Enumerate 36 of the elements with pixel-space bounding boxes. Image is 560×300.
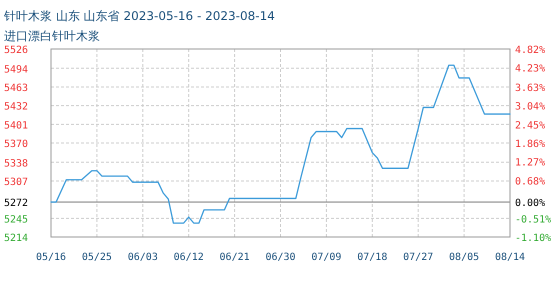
y-tick-label: 5370 <box>4 139 28 150</box>
y2-tick-label: 3.04% <box>515 102 546 113</box>
y2-tick-label: 0.00% <box>515 198 546 210</box>
y2-tick-label: -1.10% <box>515 233 552 244</box>
y-tick-label: 5307 <box>4 176 28 188</box>
x-tick-label: 06/12 <box>174 252 204 263</box>
x-tick-label: 07/09 <box>311 252 342 263</box>
y-tick-label: 5338 <box>4 158 28 170</box>
y-tick-label: 5494 <box>4 64 28 76</box>
x-tick-label: 06/21 <box>220 252 250 263</box>
y2-tick-label: 2.45% <box>515 120 546 132</box>
x-tick-label: 08/05 <box>449 252 480 263</box>
x-tick-label: 06/03 <box>128 252 158 263</box>
y2-tick-label: 4.23% <box>515 64 546 75</box>
y-tick-label: 5401 <box>4 120 28 132</box>
y-tick-label: 5272 <box>4 198 28 210</box>
y-tick-label: 5214 <box>4 233 28 244</box>
y-tick-label: 5432 <box>4 102 28 113</box>
y2-tick-label: 1.27% <box>515 158 546 169</box>
y2-tick-label: 1.86% <box>515 139 546 150</box>
chart-title: 针叶木浆 山东 山东省 2023-05-16 - 2023-08-14 <box>3 9 275 23</box>
x-tick-label: 06/30 <box>265 252 296 263</box>
y-tick-label: 5463 <box>4 82 28 94</box>
y2-tick-label: 0.68% <box>515 176 546 188</box>
x-tick-label: 07/18 <box>357 252 388 263</box>
y2-tick-label: 4.82% <box>515 45 546 56</box>
x-tick-label: 07/27 <box>403 252 434 263</box>
y-tick-label: 5245 <box>4 214 28 226</box>
line-series <box>50 64 511 224</box>
y2-tick-label: 3.63% <box>515 82 546 94</box>
chart-subtitle: 进口漂白针叶木浆 <box>4 29 100 43</box>
x-tick-label: 08/14 <box>494 252 526 263</box>
x-tick-label: 05/25 <box>82 252 112 263</box>
y-tick-label: 5526 <box>4 45 28 56</box>
x-tick-label: 05/16 <box>36 252 66 263</box>
y2-tick-label: -0.51% <box>515 214 552 226</box>
